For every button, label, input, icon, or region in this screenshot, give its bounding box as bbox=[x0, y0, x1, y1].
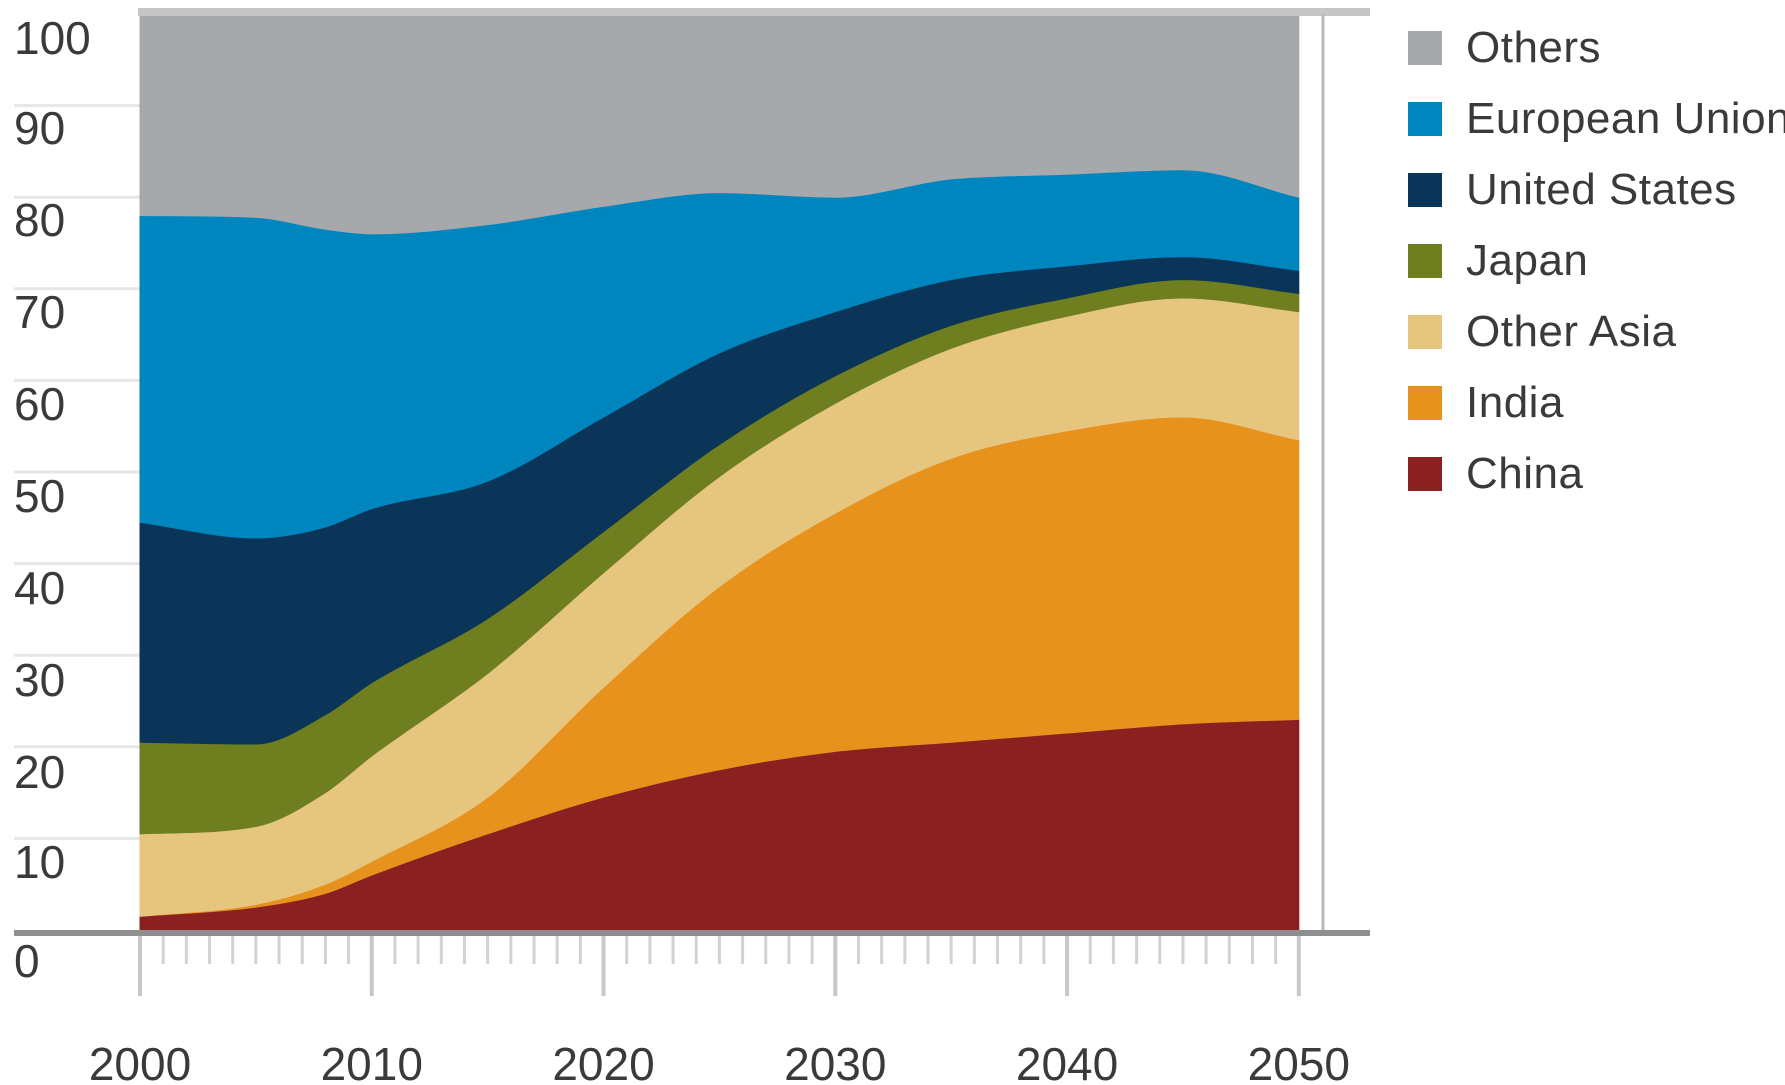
legend-swatch bbox=[1408, 172, 1442, 207]
legend-label: China bbox=[1466, 448, 1584, 498]
legend-label: Japan bbox=[1466, 235, 1589, 285]
x-tick-labels: 2000 2010 2020 2030 2040 2050 bbox=[89, 1038, 1350, 1085]
x-tick-label: 2010 bbox=[321, 1038, 423, 1085]
y-tick-label: 70 bbox=[14, 286, 65, 338]
area-layer bbox=[139, 13, 1300, 931]
grid-layer bbox=[14, 104, 140, 840]
legend-label: Other Asia bbox=[1466, 306, 1677, 356]
x-tick-label: 2050 bbox=[1248, 1038, 1350, 1085]
legend-label: India bbox=[1466, 377, 1564, 427]
legend-swatch bbox=[1408, 243, 1442, 278]
legend-swatch bbox=[1408, 385, 1442, 420]
x-tick-label: 2000 bbox=[89, 1038, 191, 1085]
axis-layer bbox=[14, 8, 1370, 996]
y-tick-label: 30 bbox=[14, 654, 65, 706]
y-tick-label: 10 bbox=[14, 836, 65, 888]
x-tick-label: 2030 bbox=[784, 1038, 886, 1085]
legend-swatch bbox=[1408, 30, 1442, 65]
legend-item-japan: Japan bbox=[1408, 225, 1785, 296]
legend-item-china: China bbox=[1408, 438, 1785, 509]
legend-swatch bbox=[1408, 314, 1442, 349]
legend-label: European Union bbox=[1466, 93, 1785, 143]
y-tick-label: 50 bbox=[14, 470, 65, 522]
y-tick-label: 100 bbox=[14, 12, 91, 64]
x-tick-label: 2020 bbox=[552, 1038, 654, 1085]
legend-swatch bbox=[1408, 456, 1442, 491]
legend-label: Others bbox=[1466, 22, 1602, 72]
legend: Others European Union United States Japan Ot… bbox=[1408, 12, 1785, 509]
y-tick-label: 0 bbox=[14, 935, 40, 987]
legend-label: United States bbox=[1466, 164, 1737, 214]
y-tick-label: 90 bbox=[14, 102, 65, 154]
legend-swatch bbox=[1408, 101, 1442, 136]
x-tick-label: 2040 bbox=[1016, 1038, 1118, 1085]
y-tick-label: 60 bbox=[14, 378, 65, 430]
legend-item-other-asia: Other Asia bbox=[1408, 296, 1785, 367]
legend-item-india: India bbox=[1408, 367, 1785, 438]
y-tick-label: 20 bbox=[14, 746, 65, 798]
y-tick-label: 40 bbox=[14, 562, 65, 614]
legend-item-others: Others bbox=[1408, 12, 1785, 83]
legend-item-united-states: United States bbox=[1408, 154, 1785, 225]
y-tick-label: 80 bbox=[14, 194, 65, 246]
legend-item-european-union: European Union bbox=[1408, 83, 1785, 154]
